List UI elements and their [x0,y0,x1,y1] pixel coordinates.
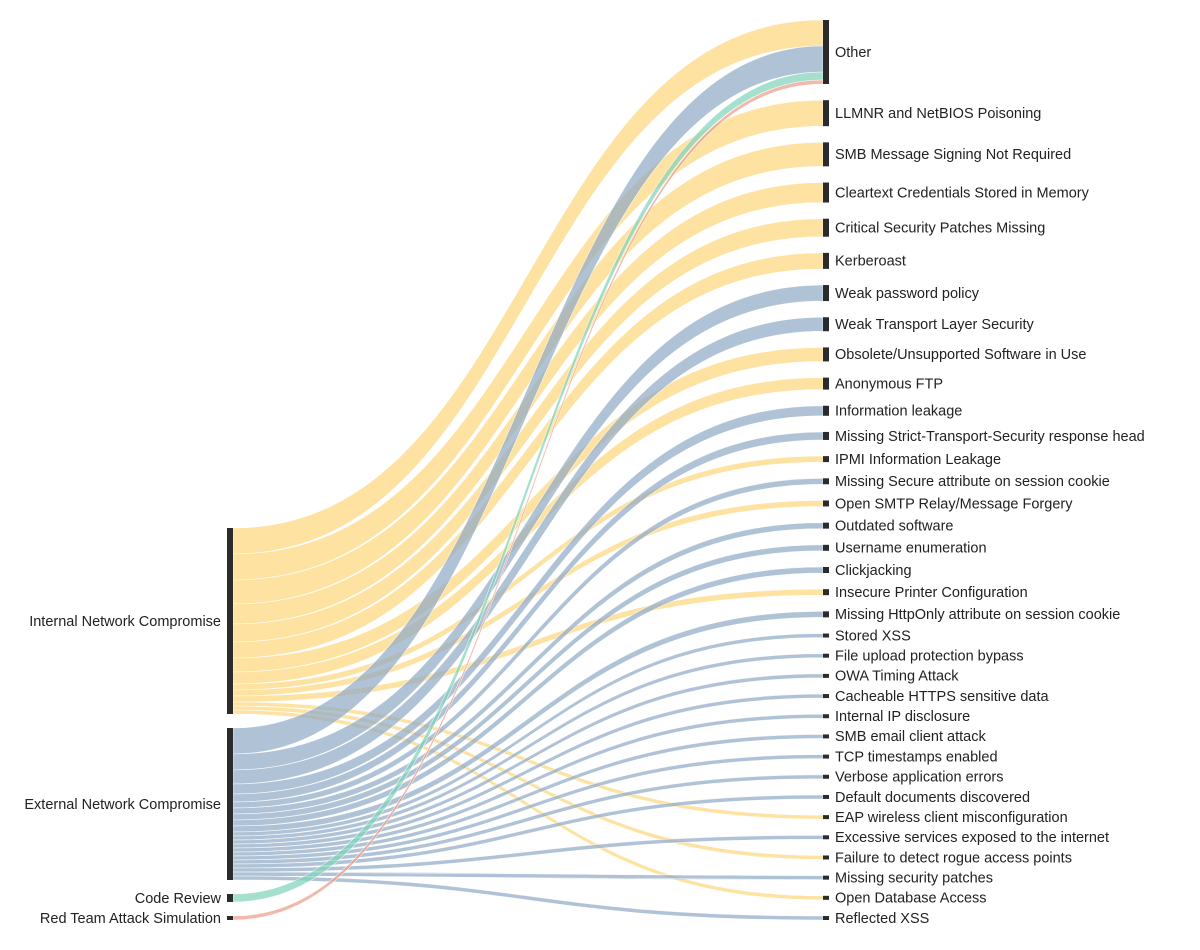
node-label: Open Database Access [835,891,987,907]
node-label: OWA Timing Attack [835,669,959,685]
node-label: EAP wireless client misconfiguration [835,810,1068,826]
node-label: IPMI Information Leakage [835,452,1001,468]
node-label: Missing Secure attribute on session cook… [835,474,1110,490]
link [232,455,824,691]
node [823,347,829,362]
link [232,875,824,921]
node [823,544,829,551]
links [232,19,824,921]
link [232,142,824,605]
node [823,405,829,416]
node-label: Critical Security Patches Missing [835,221,1045,237]
node [227,528,233,714]
node-label: Red Team Attack Simulation [40,911,221,927]
node [823,754,829,759]
node-label: Default documents discovered [835,790,1030,806]
node [823,100,829,127]
node-label: Code Review [135,891,222,907]
link [232,693,824,849]
node [823,673,829,678]
node [823,317,829,332]
node-label: SMB email client attack [835,729,986,745]
node [823,734,829,739]
link [232,611,824,833]
node [823,633,829,638]
nodes: Internal Network Compromise External Netw… [24,20,1145,927]
node-label: Cleartext Credentials Stored in Memory [835,185,1090,201]
node [823,875,829,880]
node [823,835,829,840]
link [232,284,824,771]
link [232,653,824,841]
node [823,653,829,658]
node [823,218,829,237]
node-label: Kerberoast [835,254,906,270]
node [823,377,829,390]
node [823,431,829,440]
node [227,916,233,920]
node-label: Obsolete/Unsupported Software in Use [835,347,1086,363]
node [823,567,829,573]
node [823,478,829,485]
link [232,734,824,857]
node [823,611,829,618]
node-label: Excessive services exposed to the intern… [835,830,1109,846]
node-label: Stored XSS [835,628,911,644]
node-label: Missing HttpOnly attribute on session co… [835,607,1120,623]
node [823,694,829,699]
node-label: Username enumeration [835,541,987,557]
node [823,794,829,799]
node-label: Anonymous FTP [835,376,943,392]
node [823,916,829,920]
node [823,142,829,167]
node-label: Outdated software [835,518,954,534]
node-label: Insecure Printer Configuration [835,585,1028,601]
node [823,20,829,84]
node [823,252,829,269]
node-label: LLMNR and NetBIOS Poisoning [835,106,1041,122]
node-label: Verbose application errors [835,770,1003,786]
node-label: TCP timestamps enabled [835,749,998,765]
node-label: SMB Message Signing Not Required [835,147,1071,163]
node [823,285,829,302]
node-label: External Network Compromise [24,797,221,813]
node [823,895,829,900]
node [823,714,829,719]
node [823,456,829,463]
node [823,774,829,779]
node-label: Missing Strict-Transport-Security respon… [835,429,1145,445]
node [823,589,829,596]
node-label: Reflected XSS [835,911,929,927]
node-label: Clickjacking [835,563,912,579]
node-label: Failure to detect rogue access points [835,850,1072,866]
link [232,544,824,821]
node-label: Other [835,45,871,61]
node [227,728,233,880]
node [823,855,829,860]
link [232,774,824,865]
node-label: Missing security patches [835,870,993,886]
node-label: Internal Network Compromise [29,614,221,630]
node [823,522,829,529]
node-label: Cacheable HTTPS sensitive data [835,689,1050,705]
node-label: Weak password policy [835,286,980,302]
node-label: Information leakage [835,404,962,420]
node-label: Weak Transport Layer Security [835,317,1035,333]
node [823,500,829,507]
node [227,894,233,902]
node-label: Open SMTP Relay/Message Forgery [835,496,1073,512]
node-label: File upload protection bypass [835,649,1024,665]
node [823,815,829,820]
node-label: Internal IP disclosure [835,709,970,725]
link [232,218,824,643]
node [823,182,829,203]
